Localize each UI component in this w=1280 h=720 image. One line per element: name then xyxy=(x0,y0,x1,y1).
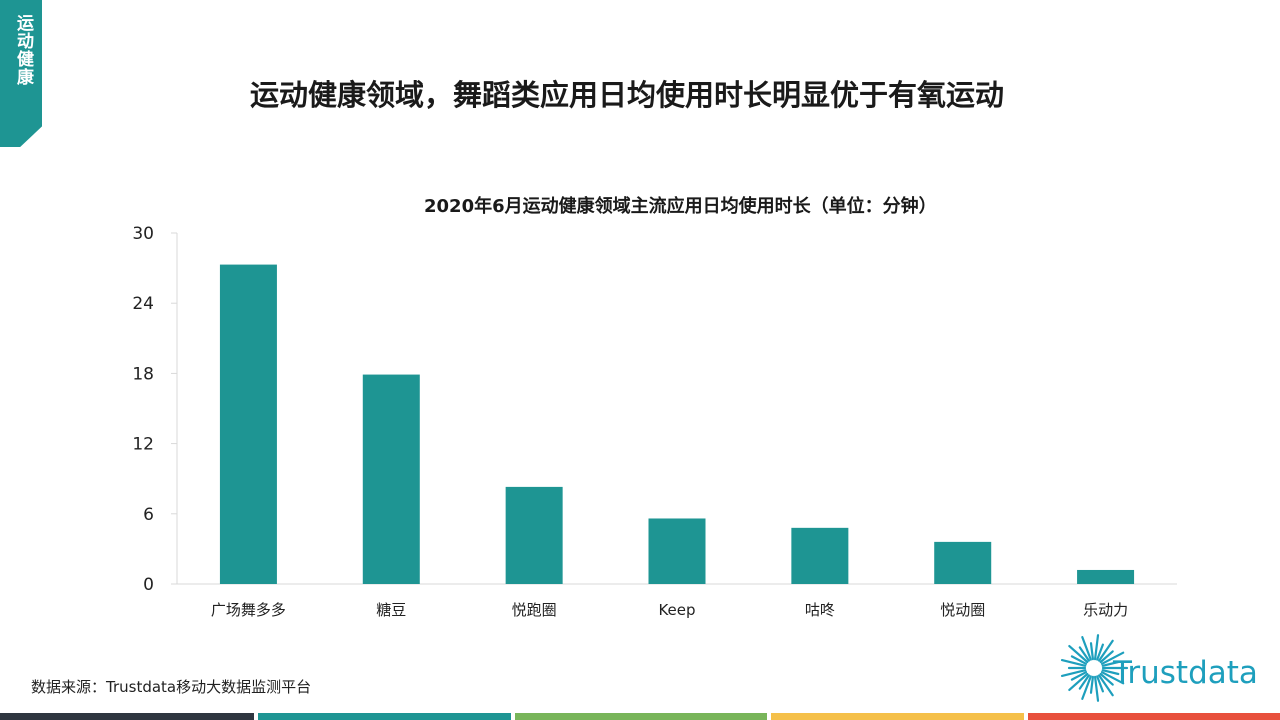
section-tag-label: 运动健康 xyxy=(13,14,33,86)
section-tag: 运动健康 xyxy=(0,0,42,147)
y-tick-label: 24 xyxy=(132,294,154,314)
bar xyxy=(362,374,420,584)
x-tick-label: 悦动圈 xyxy=(940,601,985,619)
footer-strip-3 xyxy=(515,713,767,720)
footer-strip-4 xyxy=(771,713,1024,720)
bar xyxy=(648,518,706,584)
y-tick-label: 30 xyxy=(132,224,154,244)
x-tick-label: 乐动力 xyxy=(1083,601,1128,619)
x-tick-label: 悦跑圈 xyxy=(512,601,557,619)
bar xyxy=(219,264,277,584)
y-tick-label: 6 xyxy=(143,505,154,525)
y-tick-label: 0 xyxy=(143,575,154,595)
x-tick-label: 糖豆 xyxy=(376,601,406,619)
footer-strip-1 xyxy=(0,713,254,720)
x-tick-label: 广场舞多多 xyxy=(211,601,286,619)
source-note: 数据来源：Trustdata移动大数据监测平台 xyxy=(31,678,312,696)
bar xyxy=(791,527,849,584)
logo-text: Trustdata xyxy=(1113,655,1258,691)
x-tick-label: 咕咚 xyxy=(805,601,835,619)
chart-title: 2020年6月运动健康领域主流应用日均使用时长（单位：分钟） xyxy=(424,196,937,217)
bar xyxy=(1077,569,1135,584)
x-tick-label: Keep xyxy=(658,601,695,619)
page-title: 运动健康领域，舞蹈类应用日均使用时长明显优于有氧运动 xyxy=(249,78,1004,112)
footer-strip-5 xyxy=(1028,713,1280,720)
bar xyxy=(934,541,992,584)
logo-burst-icon xyxy=(1060,634,1129,702)
footer-strip-2 xyxy=(258,713,511,720)
y-tick-label: 18 xyxy=(132,364,154,384)
y-tick-label: 12 xyxy=(132,435,154,455)
trustdata-logo xyxy=(1060,634,1129,702)
bar xyxy=(505,486,563,584)
